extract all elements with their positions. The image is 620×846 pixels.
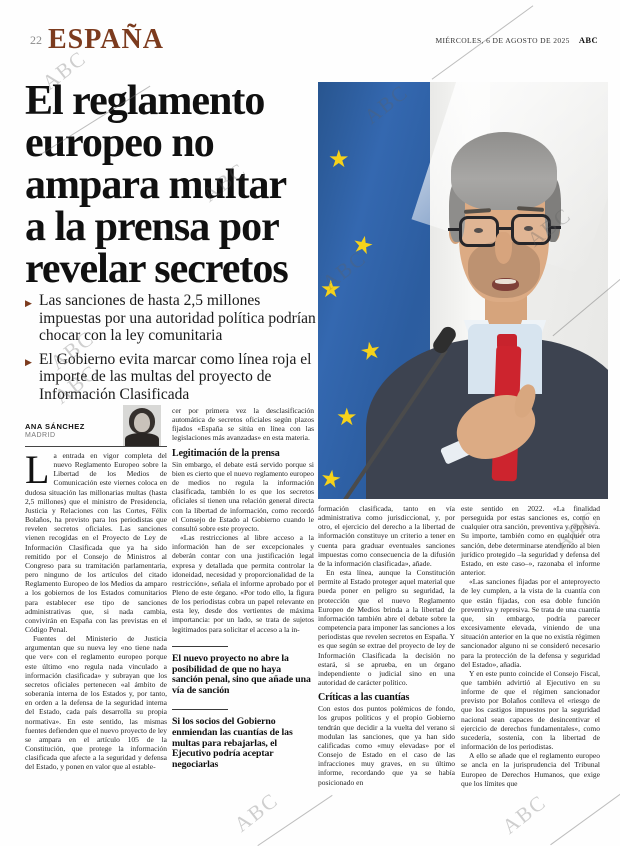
subheading: Legitimación de la prensa	[172, 447, 280, 459]
paragraph: «Las sanciones fijadas por el anteproyec…	[461, 577, 600, 669]
article-headline: El reglamento europeo no ampara multar a…	[25, 78, 289, 292]
glasses-bridge	[498, 227, 512, 230]
paragraph: Fuentes del Ministerio de Justicia argum…	[25, 634, 167, 772]
bullet-triangle-icon: ▶	[25, 356, 32, 367]
bullet-text: Las sanciones de hasta 2,5 millones impu…	[39, 292, 316, 345]
pull-quote-rule	[172, 708, 228, 710]
summary-bullet: ▶ El Gobierno evita marcar como línea ro…	[25, 351, 321, 404]
paragraph: «Las restricciones al libre acceso a la …	[172, 533, 314, 634]
summary-bullets: ▶ Las sanciones de hasta 2,5 millones im…	[25, 292, 321, 410]
teeth	[495, 279, 516, 284]
drop-cap: L	[25, 447, 50, 492]
byline-block: ANA SÁNCHEZ MADRID	[25, 404, 167, 447]
headshot-shoulders	[125, 433, 159, 446]
bullet-text: El Gobierno evita marcar como línea roja…	[39, 350, 312, 403]
nose	[495, 232, 512, 264]
glasses-arm	[548, 226, 561, 229]
eu-star-icon: ★	[320, 277, 342, 303]
headshot-face	[134, 413, 150, 432]
glasses-lens	[511, 214, 551, 245]
summary-bullet: ▶ Las sanciones de hasta 2,5 millones im…	[25, 292, 321, 345]
eu-star-icon: ★	[349, 231, 376, 261]
article-photo: ★ ★ ★ ★ ★ ★	[318, 82, 608, 499]
paragraph: Y en este punto coincide el Consejo Fisc…	[461, 668, 600, 752]
eu-star-icon: ★	[328, 147, 350, 173]
abc-watermark: ABC	[497, 789, 552, 839]
eu-star-icon: ★	[336, 405, 358, 431]
scratch-line	[257, 794, 333, 846]
eu-star-icon: ★	[318, 465, 344, 495]
pull-quote: Si los socios del Gobierno enmiendan las…	[172, 715, 293, 771]
author-headshot	[123, 405, 161, 446]
body-column-4: este sentido en 2022. «La finalidad pers…	[461, 504, 600, 788]
paragraph: Sin embargo, el debate está servido porq…	[172, 459, 314, 533]
section-title: ESPAÑA	[48, 24, 164, 55]
eu-star-icon: ★	[357, 337, 384, 367]
pull-quote-rule	[172, 645, 228, 647]
page-number: 22	[30, 33, 42, 47]
scratch-line	[550, 779, 620, 846]
pull-quote: El nuevo proyecto no abre la posibilidad…	[172, 652, 311, 697]
mouth	[492, 278, 519, 291]
paragraph-text: a entrada en vigor completa del nuevo Re…	[25, 451, 167, 634]
glasses-arm	[448, 228, 462, 231]
glasses-lens	[459, 216, 499, 247]
header-dateline: MIÉRCOLES, 6 DE AGOSTO DE 2025 ABC	[435, 35, 598, 45]
issue-date: MIÉRCOLES, 6 DE AGOSTO DE 2025	[435, 36, 570, 45]
eye	[524, 226, 533, 231]
paragraph: Con estos dos puntos polémicos de fondo,…	[318, 704, 455, 787]
body-column-2: cer por primera vez la desclasificación …	[172, 406, 314, 771]
abc-watermark: ABC	[229, 787, 284, 837]
author-name: ANA SÁNCHEZ	[25, 422, 85, 431]
tie-knot	[497, 334, 517, 349]
bullet-triangle-icon: ▶	[25, 298, 32, 308]
subheading: Críticas a las cuantías	[318, 692, 410, 704]
gray-hair	[451, 132, 557, 210]
paragraph: cer por primera vez la desclasificación …	[172, 406, 314, 443]
author-location: MADRID	[25, 432, 56, 439]
paragraph: formación clasificada, tanto en vía admi…	[318, 504, 455, 568]
paragraph: En esta línea, aunque la Constitución pe…	[318, 568, 455, 687]
eye	[474, 228, 483, 233]
paragraph: este sentido en 2022. «La finalidad pers…	[461, 504, 600, 578]
body-column-3: formación clasificada, tanto en vía admi…	[318, 504, 455, 787]
paragraph: A ello se añade que el reglamento europe…	[461, 751, 600, 788]
brand-logo: ABC	[578, 35, 598, 45]
